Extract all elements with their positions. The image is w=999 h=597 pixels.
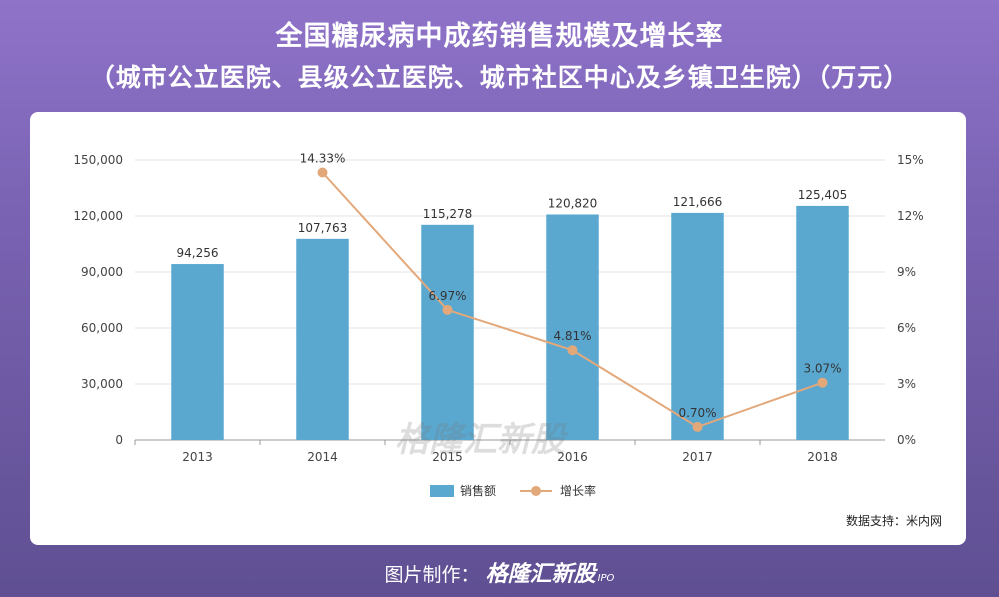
bar-data-label: 121,666	[673, 195, 723, 209]
x-tick-label: 2014	[307, 450, 338, 464]
brand-suffix: IPO	[597, 573, 615, 584]
bar-data-label: 107,763	[298, 221, 348, 235]
growth-point	[692, 421, 703, 432]
bar	[421, 224, 474, 440]
y-left-tick-label: 120,000	[73, 209, 123, 223]
x-tick-label: 2016	[557, 450, 588, 464]
bar	[671, 212, 724, 440]
bar-data-label: 115,278	[423, 207, 473, 221]
bar	[171, 264, 224, 440]
x-tick-label: 2015	[432, 450, 463, 464]
growth-data-label: 0.70%	[678, 406, 716, 420]
y-right-tick-label: 3%	[897, 377, 916, 391]
bar-data-label: 125,405	[798, 188, 848, 202]
growth-point	[567, 345, 578, 356]
legend-label-line: 增长率	[560, 483, 596, 498]
growth-data-label: 3.07%	[803, 362, 841, 376]
footer-label: 图片制作：	[384, 564, 480, 586]
growth-data-label: 14.33%	[300, 152, 346, 166]
y-left-tick-label: 0	[115, 433, 123, 447]
x-tick-label: 2013	[182, 450, 213, 464]
x-tick-label: 2018	[807, 450, 838, 464]
y-left-tick-label: 150,000	[73, 153, 123, 167]
bar-data-label: 120,820	[548, 196, 598, 210]
growth-point	[317, 167, 328, 178]
footer: 图片制作： 格隆汇新股 IPO	[0, 556, 999, 588]
y-right-tick-label: 0%	[897, 433, 916, 447]
legend-swatch-bar	[430, 485, 454, 497]
chart-card: 0 30,000 60,000 90,000 120,000 150,000 0% 3% 6% 9…	[30, 112, 966, 545]
growth-point	[817, 377, 828, 388]
chart-title: 全国糖尿病中成药销售规模及增长率	[275, 21, 724, 52]
growth-data-label: 4.81%	[553, 329, 591, 343]
y-left-tick-label: 90,000	[81, 265, 123, 279]
combo-chart: 0 30,000 60,000 90,000 120,000 150,000 0% 3% 6% 9…	[73, 152, 924, 498]
y-left-tick-label: 30,000	[81, 377, 123, 391]
growth-data-label: 6.97%	[428, 289, 466, 303]
bar	[546, 214, 599, 440]
growth-point	[442, 304, 453, 315]
y-right-tick-label: 6%	[897, 321, 916, 335]
bar-data-label: 94,256	[177, 246, 219, 260]
x-tick-label: 2017	[682, 450, 713, 464]
bar	[796, 205, 849, 440]
y-right-tick-label: 12%	[897, 209, 924, 223]
bar	[296, 238, 349, 440]
watermark: 格隆汇新股	[395, 420, 565, 460]
y-left-tick-label: 60,000	[81, 321, 123, 335]
y-right-tick-label: 15%	[897, 153, 924, 167]
brand-logo: 格隆汇新股	[485, 562, 596, 587]
y-right-tick-label: 9%	[897, 265, 916, 279]
data-source: 数据支持：米内网	[845, 514, 942, 528]
legend-label-bar: 销售额	[460, 483, 496, 498]
chart-subtitle: （城市公立医院、县级公立医院、城市社区中心及乡镇卫生院）（万元）	[89, 63, 910, 92]
legend-swatch-marker	[531, 486, 541, 496]
